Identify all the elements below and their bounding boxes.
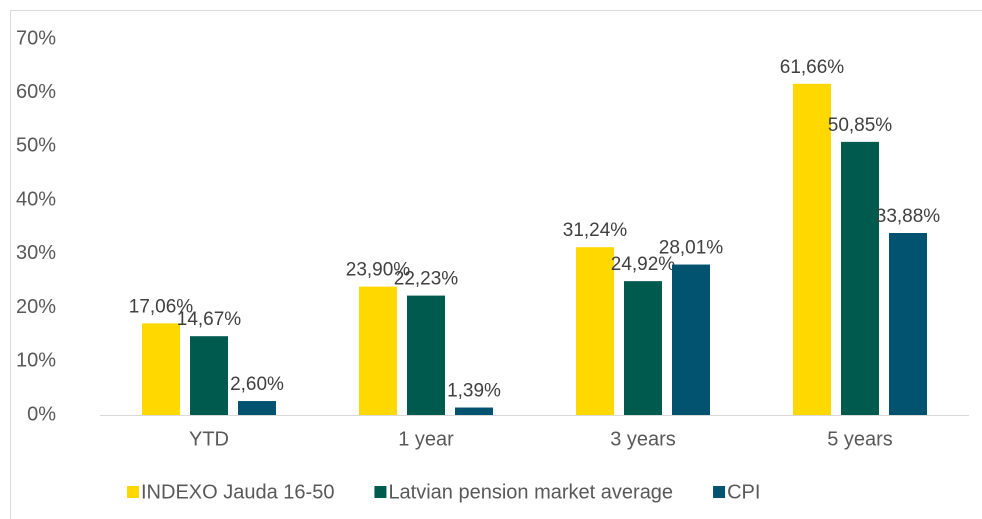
bar (359, 286, 397, 415)
x-tick-label: 5 years (827, 428, 893, 450)
legend-swatch (713, 486, 726, 498)
x-tick-label: 3 years (610, 428, 676, 450)
y-tick-label: 50% (16, 135, 56, 157)
value-label: 50,85% (828, 115, 893, 136)
bar (142, 323, 180, 415)
legend-swatch (127, 486, 139, 498)
value-label: 61,66% (780, 57, 845, 78)
y-tick-label: 0% (27, 403, 56, 425)
y-tick-label: 40% (16, 188, 56, 210)
value-label: 22,23% (394, 269, 459, 290)
y-tick-label: 10% (16, 350, 56, 372)
value-label: 17,06% (129, 296, 194, 317)
y-tick-label: 30% (16, 242, 56, 264)
bar (889, 233, 927, 415)
legend-label: INDEXO Jauda 16-50 (141, 481, 334, 503)
y-tick-label: 20% (16, 296, 56, 318)
bar (190, 336, 228, 415)
bar (793, 83, 831, 415)
bar (576, 247, 614, 415)
value-label: 31,24% (563, 220, 628, 241)
bar (455, 407, 493, 415)
bar (238, 401, 276, 415)
bar (407, 295, 445, 415)
x-tick-label: 1 year (398, 428, 454, 450)
value-label: 23,90% (346, 260, 411, 281)
legend-label: Latvian pension market average (388, 481, 673, 503)
y-tick-label: 70% (16, 27, 56, 49)
value-label: 1,39% (447, 381, 501, 402)
value-label: 33,88% (876, 206, 941, 227)
value-label: 28,01% (659, 238, 724, 259)
legend-swatch (374, 486, 387, 498)
legend-label: CPI (727, 481, 760, 503)
bar (624, 281, 662, 415)
y-tick-label: 60% (16, 81, 56, 103)
bar (672, 264, 710, 415)
x-tick-label: YTD (189, 428, 229, 450)
bar (841, 141, 879, 415)
value-label: 14,67% (177, 309, 242, 330)
value-label: 24,92% (611, 254, 676, 275)
chart-frame (10, 10, 982, 519)
value-label: 2,60% (230, 374, 284, 395)
